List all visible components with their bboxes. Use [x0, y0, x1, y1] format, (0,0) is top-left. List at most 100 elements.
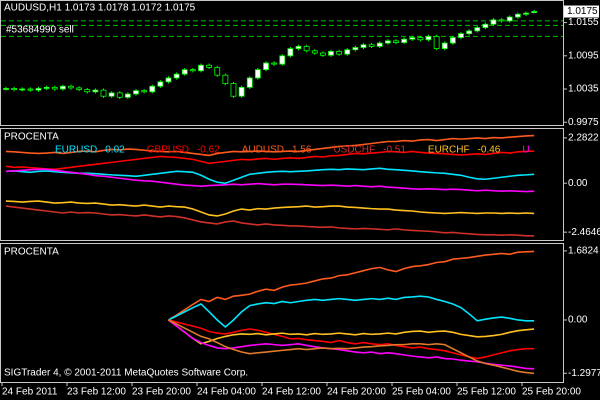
candle-body	[311, 50, 318, 54]
candle-body	[27, 88, 34, 91]
candle-body	[181, 69, 188, 75]
pane-frame	[0, 128, 564, 241]
series-line	[5, 150, 535, 171]
series-line	[5, 200, 535, 217]
candle-body	[108, 92, 115, 97]
x-tick-label: 25 Feb 20:00	[522, 387, 581, 398]
y-tick-label: 2.2822	[568, 133, 599, 144]
legend-name: USDCHF	[333, 145, 375, 156]
candle-body	[11, 88, 18, 90]
lines: EURUSD 0.02 GBPUSD -0.62 AUDUSD 1.56 USDCHF -0.…	[5, 134, 535, 237]
candle-body	[124, 93, 131, 98]
candle-body	[19, 88, 26, 91]
candle-body	[531, 11, 538, 14]
x-tick-label: 23 Feb 20:00	[132, 387, 191, 398]
candle-body	[441, 42, 448, 50]
candle-body	[173, 73, 180, 79]
candle-body	[214, 67, 221, 76]
order-annotation: #53684990 sell	[6, 25, 74, 36]
y-tick-label: 1.0095	[568, 50, 599, 61]
legend-value: -0.46	[478, 145, 501, 156]
candle-body	[498, 19, 505, 22]
candle-body	[417, 37, 424, 41]
candle-body	[157, 81, 164, 87]
candle-body	[206, 64, 213, 68]
x-tick-label: 23 Feb 12:00	[67, 387, 126, 398]
x-tick-label: 25 Feb 12:00	[457, 387, 516, 398]
price-box	[564, 5, 599, 18]
candle-body	[482, 23, 489, 28]
candle-body	[222, 74, 229, 84]
legend-name: GBPUSD	[147, 145, 189, 156]
candle-body	[189, 69, 196, 72]
candle-body	[474, 27, 481, 32]
candle-body	[490, 19, 497, 25]
candle-body	[116, 92, 123, 98]
legend-value: 1.56	[292, 145, 312, 156]
candle-body	[35, 88, 42, 91]
candle-body	[230, 83, 237, 97]
legend-value: -0.62	[197, 145, 220, 156]
candle-body	[506, 16, 513, 22]
candle-body	[384, 40, 391, 44]
candle-body	[141, 90, 148, 93]
x-tick-label: 24 Feb 04:00	[197, 387, 256, 398]
candle-body	[51, 86, 58, 90]
candle-body	[336, 50, 343, 55]
candle-body	[254, 69, 261, 79]
candle-body	[360, 44, 367, 48]
plot-layer: 1.0155 1.0095 1.0035 0.9975 24 Feb 2011 23 Fe…	[1, 3, 600, 398]
legend-name: U	[522, 145, 529, 156]
candle-body	[433, 36, 440, 50]
x-tick-label: 24 Feb 20:00	[327, 387, 386, 398]
candle-body	[246, 77, 253, 88]
x-tick-label: 25 Feb 04:00	[392, 387, 451, 398]
series-line	[5, 168, 535, 193]
legend-name: EURUSD	[55, 145, 97, 156]
pane-frame	[0, 0, 564, 126]
candle-body	[149, 85, 156, 93]
pane-label: PROCENTA	[4, 247, 59, 258]
chart-title: AUDUSD,H1 1.0173 1.0178 1.0172 1.0175	[4, 3, 196, 14]
y-tick-label: 1.0155	[568, 17, 599, 28]
candle-body	[92, 89, 99, 93]
candle-body	[43, 86, 50, 89]
candle-body	[514, 13, 521, 18]
candle-body	[319, 52, 326, 56]
candle-body	[425, 36, 432, 41]
candle-body	[279, 55, 286, 65]
series-line	[5, 134, 535, 157]
candle-body	[3, 88, 9, 90]
candle-body	[68, 85, 74, 89]
candle-body	[84, 89, 91, 93]
candle-body	[458, 33, 464, 38]
candle-body	[449, 37, 456, 44]
x-tick-label: 24 Feb 12:00	[262, 387, 321, 398]
candle-body	[287, 48, 294, 57]
series-line	[5, 167, 535, 185]
y-tick-label: 0.9975	[568, 117, 599, 128]
candle-body	[376, 42, 383, 47]
candle-body	[165, 77, 172, 83]
candle-body	[59, 85, 66, 90]
series-line	[5, 205, 535, 237]
candle-body	[238, 86, 245, 97]
candle-body	[295, 45, 302, 50]
candle-body	[198, 64, 204, 72]
y-tick-label: 0.00	[568, 315, 588, 326]
candle-body	[401, 38, 408, 43]
series-line	[168, 250, 535, 321]
price-label: 1.0175	[567, 6, 598, 17]
legend-name: EURCHF	[428, 145, 470, 156]
x-tick-label: 24 Feb 2011	[2, 387, 58, 398]
candle-body	[344, 49, 351, 55]
candle-body	[368, 44, 375, 47]
series-line	[168, 319, 535, 360]
copyright: SIGTrader 4, © 2001-2011 MetaQuotes Soft…	[4, 368, 248, 379]
candle-body	[466, 30, 473, 35]
lines	[168, 250, 535, 375]
candle-body	[271, 62, 278, 65]
candle-body	[523, 12, 529, 15]
